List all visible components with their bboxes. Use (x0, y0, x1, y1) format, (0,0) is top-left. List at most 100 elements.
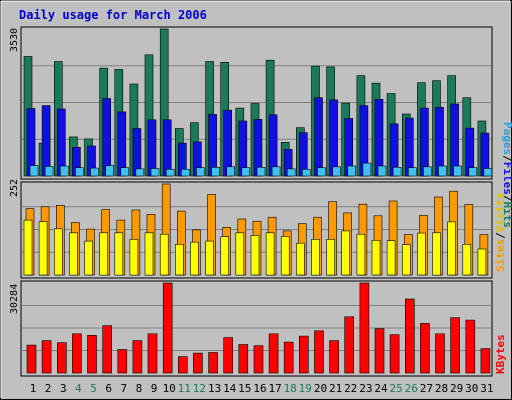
bar-kbytes-day-15 (238, 344, 249, 374)
legend-visits: Visits (494, 193, 507, 233)
bar-pages-day-28 (438, 165, 447, 177)
bar-sites-day-30 (462, 244, 472, 276)
bar-sites-day-17 (265, 232, 275, 276)
x-tick-label: 27 (420, 382, 433, 395)
bar-sites-day-8 (129, 239, 139, 276)
x-tick-label: 16 (253, 382, 266, 395)
bar-sites-day-9 (144, 232, 154, 276)
bar-sites-day-28 (432, 232, 441, 276)
x-tick-label: 12 (193, 382, 206, 395)
bar-files-day-28 (435, 107, 444, 177)
bar-sites-day-11 (175, 244, 184, 276)
bar-pages-day-3 (59, 165, 69, 177)
bar-pages-day-27 (423, 166, 432, 177)
bar-pages-day-8 (135, 168, 145, 177)
x-tick-label: 2 (45, 382, 52, 395)
bar-sites-day-31 (477, 248, 487, 276)
bar-files-day-14 (223, 109, 232, 177)
bar-kbytes-day-6 (102, 325, 112, 374)
hits-ymax-label: 3530 (9, 28, 20, 52)
bar-pages-day-1 (29, 165, 39, 177)
x-tick-label: 13 (208, 382, 221, 395)
bar-pages-day-22 (347, 165, 357, 177)
bar-sites-day-16 (250, 235, 260, 276)
hits-legend: Pages/Files/Hits (501, 122, 512, 228)
x-tick-label: 23 (359, 382, 372, 395)
bar-pages-day-20 (317, 167, 326, 177)
legend-files: Files (501, 162, 512, 195)
bar-kbytes-day-13 (208, 352, 218, 374)
bar-sites-day-27 (417, 232, 426, 276)
x-tick-label: 18 (284, 382, 297, 395)
bar-sites-day-4 (69, 232, 78, 276)
visits-legend: Sites/Visits (494, 193, 507, 273)
legend-sep-2: / (501, 195, 512, 202)
bar-pages-day-29 (453, 165, 462, 177)
bar-pages-day-7 (120, 167, 130, 177)
bar-kbytes-day-30 (465, 319, 476, 374)
bar-pages-day-30 (468, 167, 478, 177)
x-tick-label: 22 (344, 382, 357, 395)
bar-pages-day-14 (226, 166, 235, 177)
bar-kbytes-day-27 (420, 323, 430, 374)
legend-sep-1: / (501, 155, 512, 162)
legend-sites: Sites (494, 239, 507, 272)
bar-kbytes-day-23 (359, 282, 370, 374)
x-tick-label: 10 (163, 382, 176, 395)
bar-kbytes-day-20 (314, 330, 324, 374)
bar-sites-day-15 (235, 232, 245, 276)
bar-kbytes-day-8 (132, 340, 143, 374)
x-tick-label: 20 (314, 382, 327, 395)
bar-sites-day-19 (295, 242, 305, 276)
bar-files-day-26 (404, 117, 414, 177)
x-tick-label: 11 (178, 382, 191, 395)
bar-files-day-10 (162, 119, 172, 177)
x-tick-label: 21 (329, 382, 342, 395)
bar-sites-day-22 (341, 230, 351, 276)
bar-pages-day-2 (44, 166, 54, 177)
bar-pages-day-17 (271, 166, 281, 177)
bar-files-day-29 (450, 103, 459, 177)
bar-sites-day-25 (386, 240, 396, 276)
chart-bars (23, 28, 493, 374)
bar-kbytes-day-11 (178, 356, 188, 374)
bar-files-day-27 (420, 107, 429, 177)
x-tick-label: 3 (60, 382, 67, 395)
x-tick-label: 15 (238, 382, 251, 395)
bar-pages-day-26 (407, 167, 417, 177)
bar-sites-day-3 (53, 228, 63, 276)
x-tick-label: 6 (105, 382, 112, 395)
x-tick-label: 19 (299, 382, 312, 395)
bar-kbytes-day-18 (283, 341, 294, 374)
bar-kbytes-day-9 (147, 333, 158, 374)
kbytes-ymax-label: 30284 (9, 284, 20, 314)
bar-kbytes-day-31 (480, 348, 491, 374)
bar-kbytes-day-26 (404, 298, 415, 374)
bar-pages-day-13 (211, 167, 220, 177)
bar-sites-day-20 (311, 239, 320, 276)
legend-hits: Hits (501, 202, 512, 229)
bar-pages-day-19 (301, 169, 311, 177)
bar-sites-day-6 (99, 232, 108, 276)
bar-sites-day-7 (114, 232, 124, 276)
x-tick-label: 7 (120, 382, 127, 395)
bar-files-day-2 (41, 105, 51, 177)
x-tick-label: 24 (374, 382, 388, 395)
bar-pages-day-16 (256, 167, 266, 177)
bar-kbytes-day-7 (117, 349, 128, 374)
x-tick-labels: 1 2 3 4 5 6 7 8 9 10 11 12 13 14 15 16 17 18 19 20 21 22 23 24 2… (30, 382, 494, 395)
bar-kbytes-day-17 (268, 333, 279, 374)
bar-sites-day-2 (38, 221, 48, 276)
x-tick-label: 8 (136, 382, 143, 395)
bar-sites-day-21 (326, 239, 335, 276)
bar-kbytes-day-5 (87, 334, 97, 374)
bar-kbytes-day-12 (193, 352, 203, 374)
x-tick-label: 1 (30, 382, 37, 395)
bar-pages-day-12 (196, 167, 205, 177)
x-tick-label: 31 (480, 382, 493, 395)
bar-pages-day-23 (362, 162, 372, 177)
bar-sites-day-29 (447, 221, 456, 276)
bar-sites-day-24 (371, 240, 381, 276)
chart-title: Daily usage for March 2006 (19, 8, 207, 22)
